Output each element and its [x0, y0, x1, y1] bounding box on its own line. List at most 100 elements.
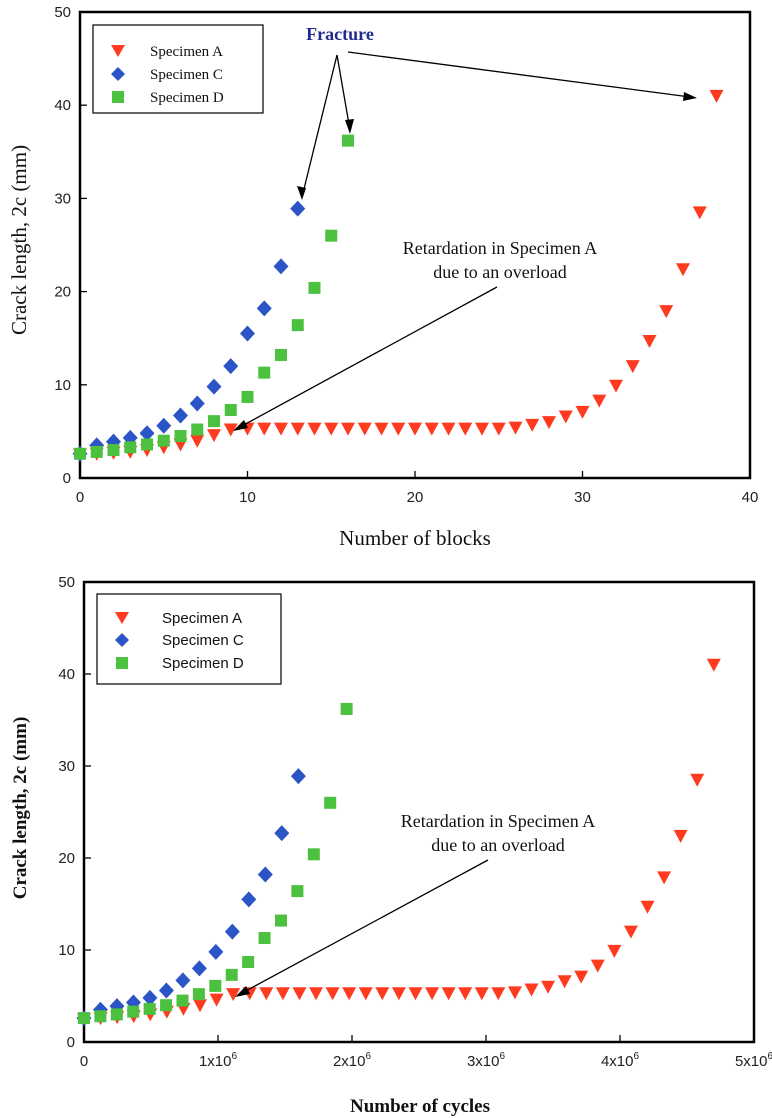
data-point-specimen-a [259, 987, 274, 1001]
data-point-specimen-a [474, 987, 489, 1001]
data-point-specimen-a [657, 871, 672, 885]
data-point-specimen-d [224, 403, 237, 416]
data-point-specimen-d [124, 441, 137, 454]
data-point-specimen-a [193, 999, 208, 1013]
data-point-specimen-a [458, 422, 473, 436]
data-point-specimen-d [324, 796, 337, 809]
data-point-specimen-a [592, 394, 607, 408]
data-point-specimen-a [358, 987, 373, 1001]
data-point-specimen-a [642, 334, 657, 348]
data-point-specimen-a [190, 434, 205, 448]
data-point-specimen-a [607, 944, 622, 958]
data-point-specimen-a [574, 970, 589, 984]
data-point-specimen-a [375, 987, 390, 1001]
data-point-specimen-d [192, 988, 205, 1001]
data-point-specimen-c [173, 407, 188, 424]
data-point-specimen-c [241, 891, 257, 908]
data-point-specimen-a [441, 987, 456, 1001]
data-point-specimen-d [340, 702, 353, 715]
data-point-specimen-a [408, 987, 423, 1001]
data-point-specimen-d [242, 955, 255, 968]
data-point-specimen-a [491, 987, 506, 1001]
y-tick-label: 50 [58, 574, 75, 591]
x-axis-title: Number of cycles [350, 1096, 490, 1117]
data-point-specimen-a [491, 422, 506, 436]
data-point-specimen-a [709, 89, 724, 103]
data-point-specimen-a [324, 422, 339, 436]
data-point-specimen-d [157, 434, 170, 447]
data-point-specimen-d [110, 1008, 123, 1021]
data-point-specimen-a [706, 658, 721, 672]
data-point-specimen-d [308, 281, 321, 294]
fracture-arrowhead-d [345, 119, 354, 134]
data-point-specimen-c [223, 358, 239, 375]
fracture-arrowhead-c [297, 186, 306, 200]
legend-marker-specimen-a [115, 612, 129, 624]
data-point-specimen-a [623, 925, 638, 939]
x-tick-label: 0 [76, 489, 84, 506]
data-point-specimen-a [391, 987, 406, 1001]
fracture-label: Fracture [306, 24, 374, 44]
data-point-specimen-c [240, 325, 255, 342]
y-tick-label: 0 [67, 1034, 75, 1051]
data-point-specimen-a [226, 988, 241, 1002]
data-point-specimen-a [207, 429, 221, 443]
data-point-specimen-a [374, 422, 389, 436]
data-point-specimen-a [625, 360, 640, 374]
data-point-specimen-d [225, 968, 238, 981]
retardation-arrowhead [235, 986, 250, 997]
retardation-label-line-2: due to an overload [433, 262, 566, 282]
fracture-arrow-d [336, 54, 351, 131]
data-point-specimen-a [590, 959, 605, 973]
data-point-specimen-a [408, 422, 422, 436]
x-tick-label: 30 [574, 489, 591, 506]
data-point-specimen-d [78, 1012, 90, 1025]
data-point-specimen-a [508, 421, 523, 435]
data-point-specimen-c [257, 866, 273, 883]
data-point-specimen-a [458, 987, 473, 1001]
data-point-specimen-a [275, 987, 290, 1001]
data-point-specimen-d [258, 366, 271, 379]
data-point-specimen-a [609, 379, 623, 393]
legend-label-specimen-d: Specimen D [162, 655, 244, 672]
data-point-specimen-a [209, 993, 224, 1007]
retardation-annotation: Retardation in Specimen A due to an over… [233, 238, 597, 431]
data-point-specimen-d [160, 999, 173, 1012]
data-point-specimen-d [174, 430, 187, 443]
data-point-specimen-c [256, 300, 272, 317]
legend-label-specimen-d: Specimen D [150, 90, 224, 106]
data-point-specimen-a [640, 900, 655, 914]
data-point-specimen-c [156, 417, 172, 434]
data-point-specimen-a [575, 405, 590, 419]
data-point-specimen-c [139, 425, 155, 442]
retardation-label-line-1: Retardation in Specimen A [401, 811, 595, 831]
legend-label-specimen-c: Specimen C [162, 632, 244, 649]
data-point-specimen-d [209, 979, 222, 992]
data-point-specimen-a [257, 422, 272, 436]
data-point-specimen-a [274, 422, 288, 436]
data-point-specimen-c [208, 943, 224, 960]
data-point-specimen-a [507, 986, 522, 1000]
data-point-specimen-c [273, 258, 289, 275]
data-point-specimen-d [342, 134, 354, 147]
data-point-specimen-d [307, 848, 320, 861]
data-point-specimen-d [74, 447, 86, 460]
legend: Specimen A Specimen C Specimen D [96, 593, 282, 685]
x-tick-label: 3x106 [467, 1051, 506, 1070]
fracture-arrow-a [347, 51, 691, 98]
data-point-specimen-a [425, 987, 440, 1001]
data-point-specimen-d [94, 1010, 107, 1023]
data-point-specimen-d [107, 444, 120, 457]
data-point-specimen-d [141, 438, 153, 451]
data-point-specimen-d [325, 229, 338, 242]
fracture-arrowhead-a [683, 92, 697, 101]
data-point-specimen-a [659, 305, 674, 319]
fracture-arrow-c [301, 54, 338, 198]
data-point-specimen-c [189, 395, 205, 412]
data-point-specimen-d [90, 445, 103, 458]
y-tick-label: 40 [54, 97, 71, 114]
data-point-specimen-a [223, 423, 238, 437]
data-point-specimen-a [475, 422, 489, 436]
retardation-arrow [241, 859, 489, 994]
